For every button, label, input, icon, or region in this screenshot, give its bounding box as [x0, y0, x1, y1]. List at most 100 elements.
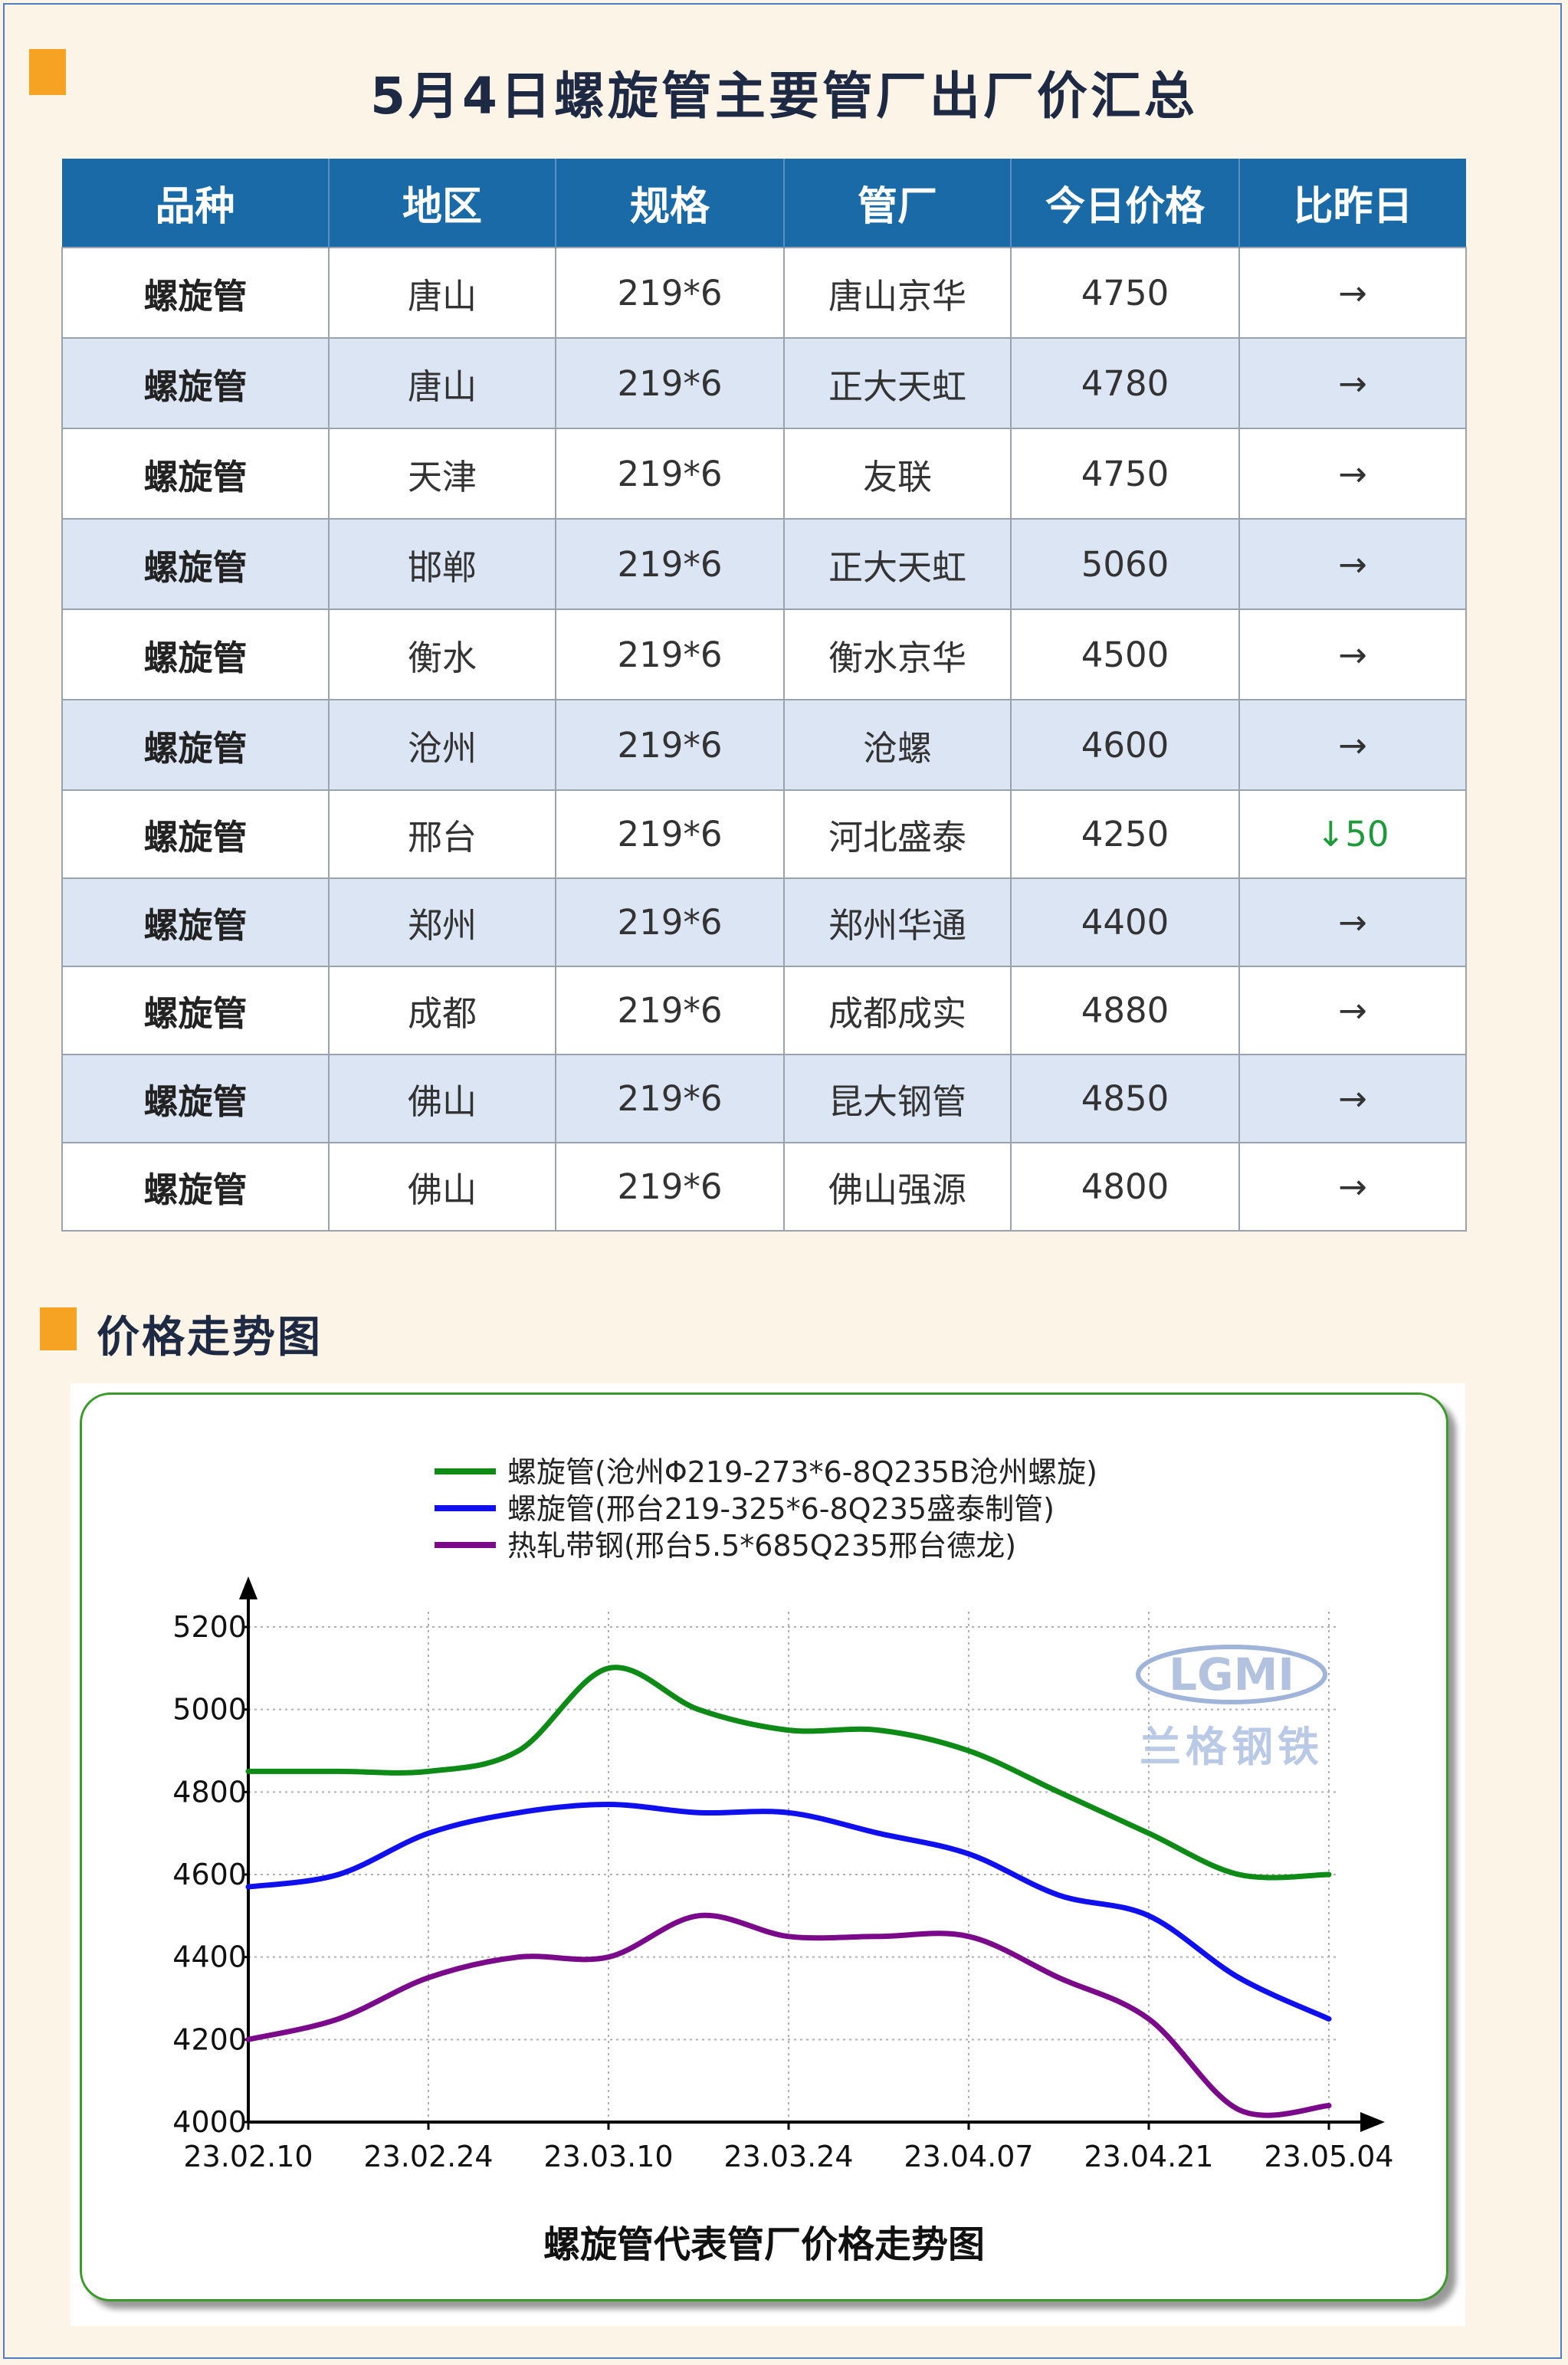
cell-region: 沧州 — [328, 699, 556, 791]
cell-region: 邢台 — [328, 789, 556, 879]
price-table: 品种 地区 规格 管厂 今日价格 比昨日 螺旋管 唐山 219*6 唐山京华 4750 →… — [61, 159, 1467, 1232]
cell-mill: 郑州华通 — [783, 877, 1012, 967]
y-tick-label: 4400 — [172, 1940, 247, 1974]
y-tick-label: 5200 — [172, 1610, 247, 1644]
cell-price: 4500 — [1010, 608, 1240, 700]
cell-change: → — [1238, 1054, 1467, 1143]
cell-price: 5060 — [1010, 518, 1240, 610]
cell-mill: 成都成实 — [783, 966, 1012, 1055]
header-spec: 规格 — [555, 159, 784, 248]
trend-chart: 螺旋管(沧州Φ219-273*6-8Q235B沧州螺旋)螺旋管(邢台219-32… — [172, 1455, 1393, 2266]
cell-variety: 螺旋管 — [61, 1054, 330, 1143]
cell-region: 唐山 — [328, 247, 556, 339]
page-border — [3, 3, 1562, 2359]
cell-change: → — [1238, 699, 1467, 791]
cell-price: 4850 — [1010, 1054, 1240, 1143]
cell-price: 4250 — [1010, 789, 1240, 879]
x-tick-label: 23.03.10 — [543, 2140, 673, 2173]
chart-title: 螺旋管代表管厂价格走势图 — [543, 2223, 985, 2266]
chart-container: 螺旋管(沧州Φ219-273*6-8Q235B沧州螺旋) 螺旋管(邢台219-32… — [71, 1383, 1465, 2326]
cell-variety: 螺旋管 — [61, 608, 330, 700]
cell-region: 邯郸 — [328, 518, 556, 610]
cell-change: → — [1238, 608, 1467, 700]
cell-region: 佛山 — [328, 1054, 556, 1143]
cell-change: → — [1238, 518, 1467, 610]
cell-region: 天津 — [328, 428, 556, 520]
cell-change: → — [1238, 966, 1467, 1055]
watermark-subtitle: 兰格钢铁 — [1140, 1723, 1324, 1771]
title-marker — [29, 49, 66, 95]
cell-variety: 螺旋管 — [61, 877, 330, 967]
table-row: 螺旋管 邯郸 219*6 正大天虹 5060 → — [61, 518, 1467, 610]
x-tick-label: 23.02.24 — [363, 2140, 493, 2173]
cell-mill: 衡水京华 — [783, 608, 1012, 700]
header-price: 今日价格 — [1010, 159, 1239, 248]
cell-change: ↓50 — [1238, 789, 1467, 879]
x-tick-label: 23.04.07 — [904, 2140, 1033, 2173]
header-region: 地区 — [328, 159, 556, 248]
x-tick-label: 23.02.10 — [183, 2140, 313, 2173]
table-row: 螺旋管 沧州 219*6 沧螺 4600 → — [61, 699, 1467, 791]
cell-mill: 沧螺 — [783, 699, 1012, 791]
table-row: 螺旋管 唐山 219*6 正大天虹 4780 → — [61, 337, 1467, 429]
chart-frame: 螺旋管(沧州Φ219-273*6-8Q235B沧州螺旋) 螺旋管(邢台219-32… — [80, 1392, 1448, 2301]
header-variety: 品种 — [62, 159, 329, 248]
y-tick-label: 4000 — [172, 2105, 247, 2139]
cell-variety: 螺旋管 — [61, 337, 330, 429]
cell-spec: 219*6 — [555, 1054, 785, 1143]
cell-mill: 友联 — [783, 428, 1012, 520]
legend-label: 热轧带钢(邢台5.5*685Q235邢台德龙) — [507, 1529, 1016, 1563]
cell-mill: 昆大钢管 — [783, 1054, 1012, 1143]
header-change: 比昨日 — [1238, 159, 1466, 248]
cell-change: → — [1238, 1142, 1467, 1232]
cell-variety: 螺旋管 — [61, 699, 330, 791]
legend-label: 螺旋管(邢台219-325*6-8Q235盛泰制管) — [507, 1492, 1055, 1526]
table-row: 螺旋管 佛山 219*6 昆大钢管 4850 → — [61, 1054, 1467, 1143]
cell-variety: 螺旋管 — [61, 247, 330, 339]
cell-change: → — [1238, 247, 1467, 339]
watermark-text: LGMI — [1169, 1648, 1294, 1701]
cell-variety: 螺旋管 — [61, 966, 330, 1055]
cell-variety: 螺旋管 — [61, 789, 330, 879]
trend-marker — [40, 1307, 77, 1350]
cell-price: 4750 — [1010, 428, 1240, 520]
x-tick-label: 23.04.21 — [1084, 2140, 1213, 2173]
cell-spec: 219*6 — [555, 966, 785, 1055]
cell-mill: 唐山京华 — [783, 247, 1012, 339]
legend-label: 螺旋管(沧州Φ219-273*6-8Q235B沧州螺旋) — [507, 1455, 1097, 1489]
cell-spec: 219*6 — [555, 877, 785, 967]
cell-price: 4800 — [1010, 1142, 1240, 1232]
y-axis-arrow — [239, 1576, 258, 1599]
cell-mill: 正大天虹 — [783, 337, 1012, 429]
cell-change: → — [1238, 877, 1467, 967]
cell-spec: 219*6 — [555, 518, 785, 610]
cell-variety: 螺旋管 — [61, 518, 330, 610]
cell-region: 衡水 — [328, 608, 556, 700]
x-axis-arrow — [1360, 2112, 1385, 2132]
series-line — [245, 1912, 1332, 2118]
watermark-logo — [1136, 1645, 1327, 1704]
cell-price: 4750 — [1010, 247, 1240, 339]
cell-price: 4780 — [1010, 337, 1240, 429]
cell-price: 4880 — [1010, 966, 1240, 1055]
table-row: 螺旋管 郑州 219*6 郑州华通 4400 → — [61, 877, 1467, 967]
y-tick-label: 5000 — [172, 1693, 247, 1727]
table-row: 螺旋管 邢台 219*6 河北盛泰 4250 ↓50 — [61, 789, 1467, 879]
cell-spec: 219*6 — [555, 1142, 785, 1232]
cell-variety: 螺旋管 — [61, 1142, 330, 1232]
cell-price: 4400 — [1010, 877, 1240, 967]
table-header-row: 品种 地区 规格 管厂 今日价格 比昨日 — [62, 159, 1466, 248]
table-row: 螺旋管 唐山 219*6 唐山京华 4750 → — [61, 247, 1467, 339]
cell-variety: 螺旋管 — [61, 428, 330, 520]
table-row: 螺旋管 天津 219*6 友联 4750 → — [61, 428, 1467, 520]
series-line — [245, 1802, 1332, 2022]
y-tick-label: 4600 — [172, 1858, 247, 1891]
cell-mill: 河北盛泰 — [783, 789, 1012, 879]
header-mill: 管厂 — [783, 159, 1011, 248]
cell-region: 唐山 — [328, 337, 556, 429]
cell-spec: 219*6 — [555, 337, 785, 429]
trend-section-title: 价格走势图 — [97, 1313, 323, 1363]
cell-change: → — [1238, 428, 1467, 520]
table-body: 螺旋管 唐山 219*6 唐山京华 4750 → 螺旋管 唐山 219*6 正大天虹 4780 → 螺旋… — [61, 247, 1467, 1232]
series-line — [245, 1665, 1332, 1881]
